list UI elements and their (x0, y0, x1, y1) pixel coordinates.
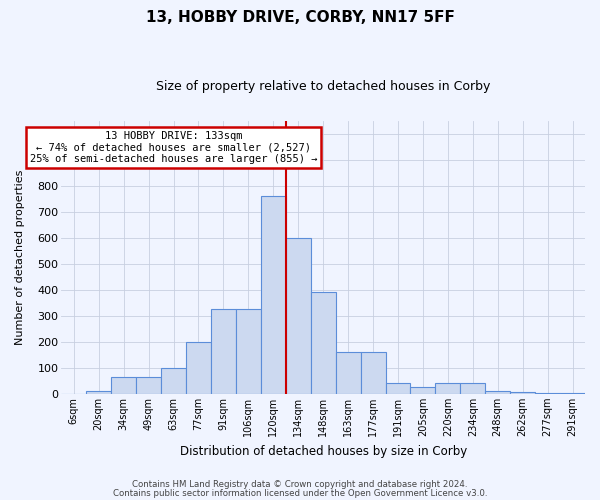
Text: 13 HOBBY DRIVE: 133sqm
← 74% of detached houses are smaller (2,527)
25% of semi-: 13 HOBBY DRIVE: 133sqm ← 74% of detached… (30, 131, 317, 164)
Bar (410, 386, 436, 394)
Bar (136, 377, 161, 394)
Text: Contains HM Land Registry data © Crown copyright and database right 2024.: Contains HM Land Registry data © Crown c… (132, 480, 468, 489)
Bar (535, 392, 560, 394)
Title: Size of property relative to detached houses in Corby: Size of property relative to detached ho… (156, 80, 490, 93)
Bar (286, 238, 311, 394)
X-axis label: Distribution of detached houses by size in Corby: Distribution of detached houses by size … (179, 444, 467, 458)
Bar (111, 377, 136, 394)
Bar (510, 392, 535, 394)
Bar (161, 368, 186, 394)
Bar (335, 352, 361, 394)
Bar (211, 310, 236, 394)
Bar (460, 383, 485, 394)
Text: Contains public sector information licensed under the Open Government Licence v3: Contains public sector information licen… (113, 488, 487, 498)
Bar (186, 342, 211, 394)
Bar (86, 391, 111, 394)
Bar (236, 310, 261, 394)
Text: 13, HOBBY DRIVE, CORBY, NN17 5FF: 13, HOBBY DRIVE, CORBY, NN17 5FF (146, 10, 454, 25)
Bar (386, 384, 410, 394)
Y-axis label: Number of detached properties: Number of detached properties (15, 170, 25, 345)
Bar (436, 383, 460, 394)
Bar (361, 352, 386, 394)
Bar (485, 391, 510, 394)
Bar (311, 292, 335, 394)
Bar (560, 393, 585, 394)
Bar (261, 196, 286, 394)
